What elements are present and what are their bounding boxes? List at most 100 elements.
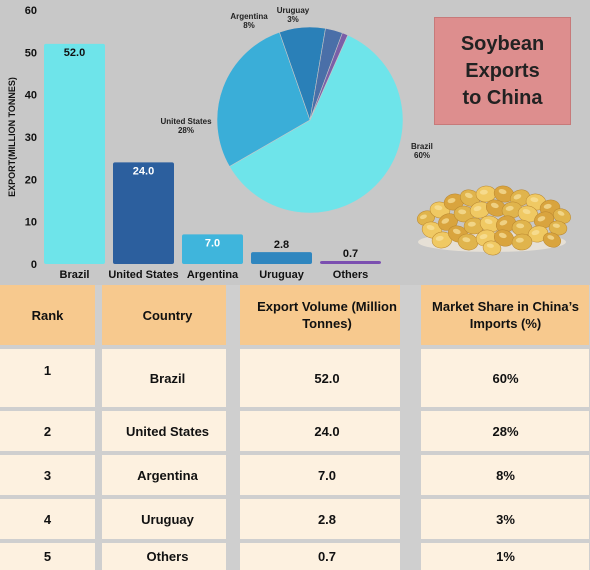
pie-label: United States [160, 117, 212, 126]
bean-highlight [557, 210, 565, 216]
column-divider [95, 285, 102, 570]
pie-label: Argentina [230, 12, 268, 21]
bean-highlight [490, 202, 499, 209]
bar-value-label: 2.8 [274, 239, 289, 251]
bean-highlight [486, 243, 494, 248]
bar-value-label: 7.0 [205, 237, 220, 249]
bean-highlight [464, 192, 473, 199]
row-divider [0, 495, 590, 499]
table-cell: 0.7 [240, 543, 414, 570]
y-tick-label: 60 [25, 5, 37, 17]
bean-highlight [435, 235, 444, 241]
bar-others [320, 261, 381, 264]
x-category-label: Argentina [187, 269, 239, 281]
chart-area: 0 10 20 30 40 50 60 EXPORT(MILLION TONNES) 52.0 B… [7, 5, 433, 281]
soybeans-image [416, 185, 571, 256]
bean-highlight [522, 209, 531, 215]
y-tick-label: 50 [25, 47, 37, 59]
table-header-row: Rank Country Export Volume (Million Tonnes… [0, 285, 590, 345]
y-tick-label: 20 [25, 174, 37, 186]
table-cell: 28% [421, 411, 590, 451]
bean-highlight [515, 237, 524, 243]
bean-highlight [447, 198, 456, 204]
pie-percent-label: 3% [287, 15, 299, 24]
row-divider [0, 407, 590, 411]
bean-highlight [479, 189, 488, 195]
bar-united-states [113, 162, 174, 264]
bean-highlight [547, 235, 555, 240]
bean-highlight [531, 230, 540, 236]
table-header-cell: Rank [0, 285, 95, 345]
bean-highlight [505, 205, 514, 211]
table-header-cell: Country [102, 285, 233, 345]
pie-percent-label: 60% [414, 151, 430, 160]
soybeans-icon [416, 185, 571, 256]
pie-percent-label: 28% [178, 126, 194, 135]
row-divider [0, 345, 590, 349]
bean-highlight [426, 225, 435, 231]
row-divider [0, 451, 590, 455]
bar-brazil [44, 43, 105, 264]
bar-argentina [182, 234, 243, 264]
table-cell: 24.0 [240, 411, 414, 451]
bean-highlight [434, 205, 443, 211]
x-category-label: Brazil [60, 269, 90, 281]
bean-highlight [543, 203, 552, 209]
column-divider [226, 285, 240, 570]
table-cell: 2.8 [240, 499, 414, 539]
table-cell: 7.0 [240, 455, 414, 495]
y-tick-label: 40 [25, 90, 37, 102]
bean-highlight [552, 223, 560, 228]
table-cell: 3 [0, 455, 95, 495]
bean-highlight [499, 220, 508, 226]
pie-slice-brazil [229, 34, 404, 214]
row-divider [0, 539, 590, 543]
x-category-label: Uruguay [259, 269, 305, 281]
table-row: 2 United States 24.0 28% [0, 411, 590, 451]
bean-highlight [484, 219, 493, 225]
bean-highlight [516, 223, 525, 229]
x-category-label: United States [108, 269, 178, 281]
table-cell: Brazil [102, 349, 233, 407]
y-tick-label: 10 [25, 217, 37, 229]
table-header-cell: Export Volume (Million Tonnes) [240, 285, 414, 345]
bar-value-label: 52.0 [64, 47, 85, 59]
table-cell: 2 [0, 411, 95, 451]
y-tick-label: 30 [25, 132, 37, 144]
y-axis-label: EXPORT(MILLION TONNES) [7, 77, 17, 197]
bar-value-label: 24.0 [133, 165, 154, 177]
table-cell: 52.0 [240, 349, 414, 407]
y-tick-label: 0 [31, 259, 37, 271]
pie-percent-label: 8% [243, 21, 255, 30]
column-divider [400, 285, 421, 570]
bean-highlight [530, 197, 539, 203]
bean-highlight [419, 214, 427, 220]
bean-highlight [452, 228, 461, 235]
table-row: 3 Argentina 7.0 8% [0, 455, 590, 495]
table-cell: Uruguay [102, 499, 233, 539]
data-table: Rank Country Export Volume (Million Tonnes… [0, 285, 590, 570]
table-cell: Others [102, 543, 233, 570]
table-cell: 60% [421, 349, 590, 407]
table-row: 4 Uruguay 2.8 3% [0, 499, 590, 539]
bean-highlight [537, 216, 546, 222]
bean-highlight [441, 218, 450, 224]
bean-highlight [458, 209, 467, 215]
table-cell: 1% [421, 543, 590, 570]
x-category-label: Others [333, 269, 368, 281]
bean-highlight [473, 206, 482, 212]
bean-highlight [498, 232, 507, 239]
table-cell: 3% [421, 499, 590, 539]
table-cell: Argentina [102, 455, 233, 495]
title-box: Soybean Exports to China [434, 17, 571, 125]
bean-highlight [467, 221, 476, 227]
bar-uruguay [251, 252, 312, 264]
table-cell: 4 [0, 499, 95, 539]
table-cell: 5 [0, 543, 95, 570]
pie-slice-united-states [216, 31, 311, 167]
table-row: 1 Brazil 52.0 60% [0, 349, 590, 407]
bean-highlight [479, 234, 488, 240]
pie-label: Brazil [411, 142, 433, 151]
bar-value-label: 0.7 [343, 248, 358, 260]
